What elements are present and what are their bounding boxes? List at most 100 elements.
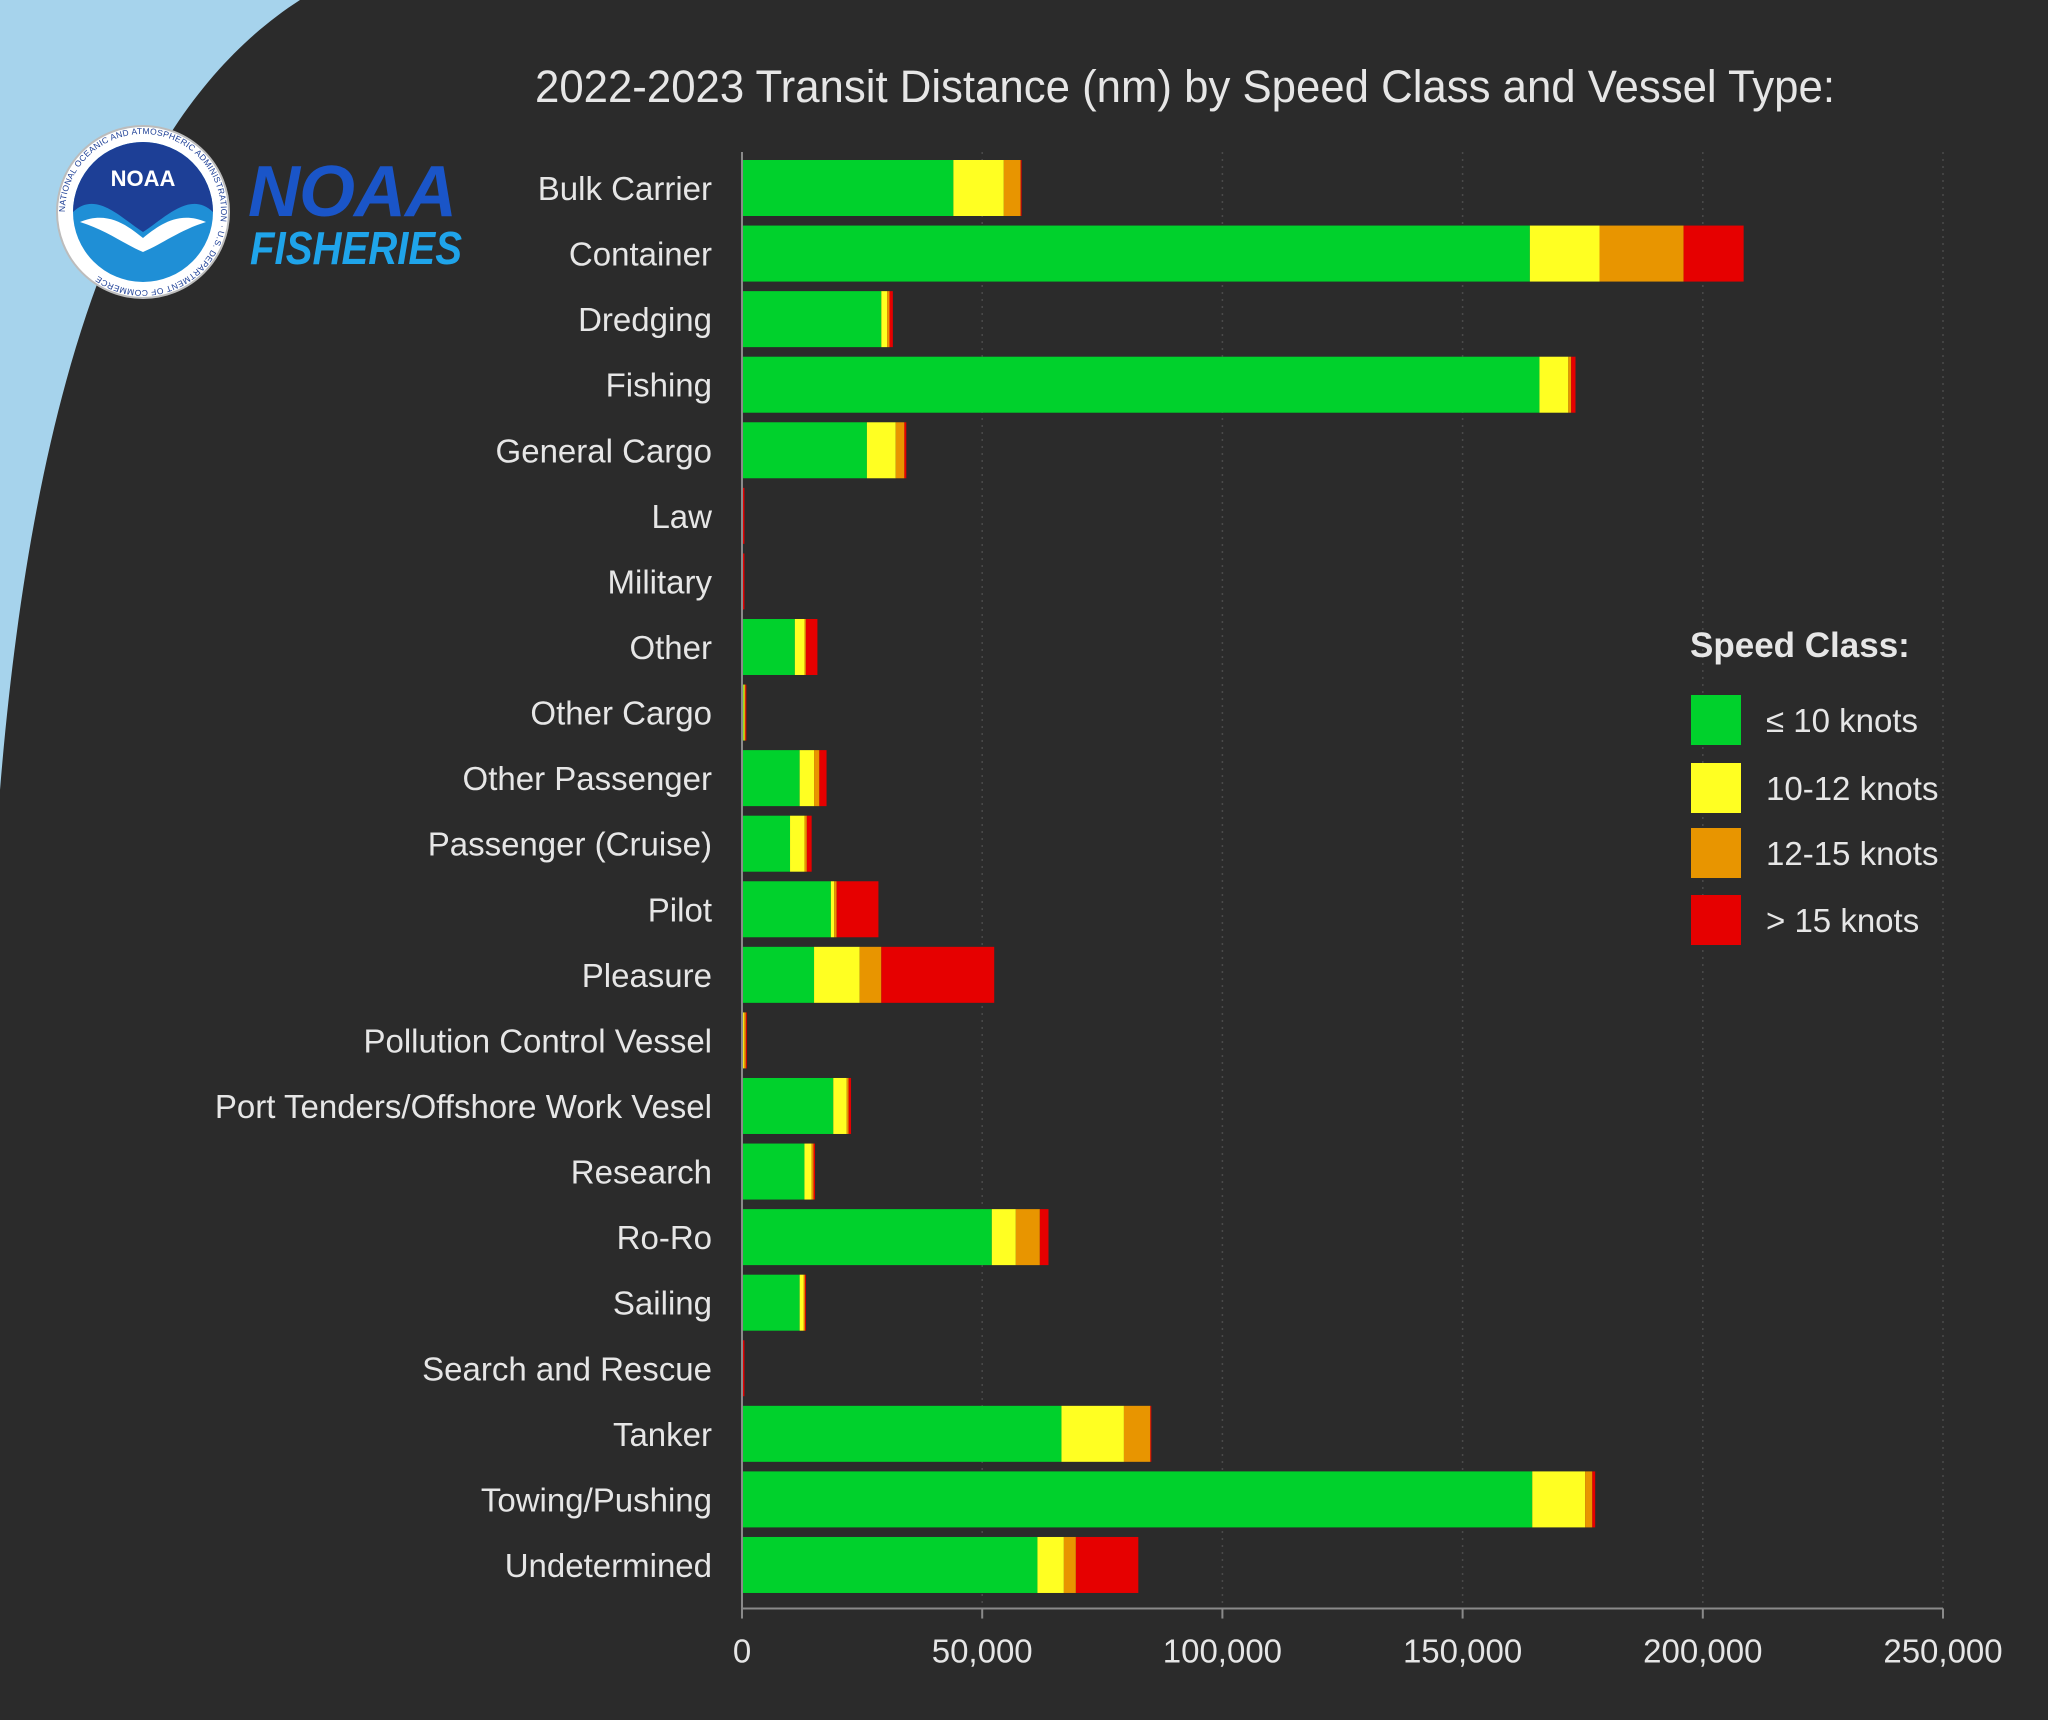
category-label: Military: [608, 563, 713, 600]
category-label: Pleasure: [582, 957, 712, 994]
bar-tanker-12-15-knots: [1123, 1405, 1151, 1462]
category-label: Other: [629, 629, 712, 666]
bar-towing-pushing-12-15-knots: [1585, 1471, 1593, 1528]
bar-military-15-knots: [742, 553, 745, 610]
category-label: Pollution Control Vessel: [363, 1022, 712, 1059]
bar-other-10-12-knots: [794, 618, 805, 675]
bar-fishing-10-knots: [742, 356, 1540, 413]
bar-towing-pushing-15-knots: [1592, 1471, 1596, 1528]
chart-title: 2022-2023 Transit Distance (nm) by Speed…: [535, 61, 1835, 112]
bar-ro-ro-10-knots: [742, 1209, 992, 1266]
bar-dredging-12-15-knots: [887, 291, 890, 348]
bar-container-10-12-knots: [1529, 225, 1600, 282]
legend-title: Speed Class:: [1690, 626, 1910, 665]
noaa-seal-icon: NATIONAL OCEANIC AND ATMOSPHERIC ADMINIS…: [56, 125, 230, 299]
bar-tanker-10-12-knots: [1061, 1405, 1124, 1462]
legend-label: 10-12 knots: [1766, 770, 1938, 807]
bar-other-15-knots: [805, 618, 818, 675]
bar-ro-ro-12-15-knots: [1015, 1209, 1040, 1266]
bar-research-15-knots: [813, 1143, 816, 1200]
bar-sailing-15-knots: [804, 1274, 806, 1331]
legend-swatch-10-knots: [1691, 695, 1741, 745]
bar-port-tenders-offshore-work-vesel-15-knots: [848, 1077, 852, 1134]
legend-swatch-15-knots: [1691, 895, 1741, 945]
bar-passenger-cruise-12-15-knots: [804, 815, 807, 872]
bar-bulk-carrier-10-knots: [742, 160, 954, 216]
category-label: Towing/Pushing: [481, 1481, 712, 1518]
bar-research-10-12-knots: [804, 1143, 812, 1200]
category-label: Undetermined: [505, 1547, 712, 1584]
bar-bulk-carrier-15-knots: [1020, 160, 1022, 216]
x-tick-label: 100,000: [1163, 1633, 1282, 1670]
bar-research-12-15-knots: [811, 1143, 814, 1200]
bar-pollution-control-vessel-10-12-knots: [742, 1012, 744, 1069]
bar-tanker-10-knots: [742, 1405, 1062, 1462]
category-label: Fishing: [606, 367, 712, 404]
category-label: Other Cargo: [530, 695, 712, 732]
bar-port-tenders-offshore-work-vesel-12-15-knots: [846, 1077, 849, 1134]
bar-bulk-carrier-10-12-knots: [953, 160, 1004, 216]
x-axis: 0 50,000 100,000 150,000 200,000 250,000: [733, 152, 2003, 1670]
category-label: Search and Rescue: [422, 1350, 712, 1387]
bar-passenger-cruise-10-12-knots: [790, 815, 805, 872]
bar-sailing-12-15-knots: [803, 1274, 805, 1331]
bar-fishing-12-15-knots: [1568, 356, 1572, 413]
bar-bulk-carrier-12-15-knots: [1003, 160, 1021, 216]
category-label: Other Passenger: [463, 760, 712, 797]
bar-pilot-10-knots: [742, 881, 831, 938]
x-tick-label: 50,000: [932, 1633, 1033, 1670]
bar-other-passenger-12-15-knots: [814, 750, 820, 807]
bar-pilot-15-knots: [836, 881, 879, 938]
bar-sailing-10-12-knots: [799, 1274, 804, 1331]
bar-pleasure-12-15-knots: [859, 946, 882, 1003]
x-tick-label: 150,000: [1403, 1633, 1522, 1670]
category-label: Dredging: [578, 301, 712, 338]
bar-sailing-10-knots: [742, 1274, 800, 1331]
legend-swatch-12-15-knots: [1691, 828, 1741, 878]
bar-other-cargo-12-15-knots: [744, 684, 746, 741]
bar-other-12-15-knots: [804, 618, 806, 675]
category-label: Pilot: [648, 891, 712, 928]
legend-label: ≤ 10 knots: [1766, 702, 1918, 739]
bar-dredging-10-12-knots: [881, 291, 888, 348]
bar-container-15-knots: [1683, 225, 1744, 282]
bar-undetermined-10-knots: [742, 1536, 1038, 1593]
bar-research-10-knots: [742, 1143, 805, 1200]
category-label: Port Tenders/Offshore Work Vesel: [215, 1088, 712, 1125]
bar-fishing-10-12-knots: [1539, 356, 1569, 413]
sky-background-shape: [0, 0, 300, 790]
x-tick-label: 0: [733, 1633, 751, 1670]
bar-towing-pushing-10-knots: [742, 1471, 1533, 1528]
bar-general-cargo-10-knots: [742, 422, 867, 479]
bar-general-cargo-10-12-knots: [866, 422, 896, 479]
bar-ro-ro-15-knots: [1039, 1209, 1049, 1266]
legend-label: > 15 knots: [1766, 902, 1919, 939]
bar-other-cargo-15-knots: [745, 684, 747, 741]
seal-name: NOAA: [111, 166, 176, 191]
bar-port-tenders-offshore-work-vesel-10-knots: [742, 1077, 834, 1134]
category-label: Passenger (Cruise): [428, 826, 712, 863]
category-label: Tanker: [613, 1416, 712, 1453]
x-tick-label: 200,000: [1643, 1633, 1762, 1670]
category-label: General Cargo: [496, 432, 712, 469]
bar-pleasure-10-12-knots: [814, 946, 860, 1003]
category-label: Law: [651, 498, 712, 535]
category-label: Container: [569, 236, 712, 273]
bar-law-15-knots: [742, 487, 745, 544]
bar-pilot-10-12-knots: [830, 881, 835, 938]
bar-other-passenger-10-knots: [742, 750, 800, 807]
bar-dredging-10-knots: [742, 291, 882, 348]
bar-other-passenger-15-knots: [819, 750, 827, 807]
bar-pleasure-10-knots: [742, 946, 815, 1003]
category-labels: Bulk Carrier Container Dredging Fishing Gene…: [215, 170, 713, 1584]
logo-noaa-text: NOAA: [248, 152, 456, 232]
bar-dredging-15-knots: [889, 291, 893, 348]
bar-port-tenders-offshore-work-vesel-10-12-knots: [833, 1077, 847, 1134]
bar-pollution-control-vessel-12-15-knots: [743, 1012, 746, 1069]
bar-pilot-12-15-knots: [834, 881, 837, 938]
bar-pollution-control-vessel-15-knots: [745, 1012, 747, 1069]
bar-other-cargo-10-12-knots: [743, 684, 745, 741]
bar-other-10-knots: [742, 618, 795, 675]
bar-passenger-cruise-10-knots: [742, 815, 791, 872]
